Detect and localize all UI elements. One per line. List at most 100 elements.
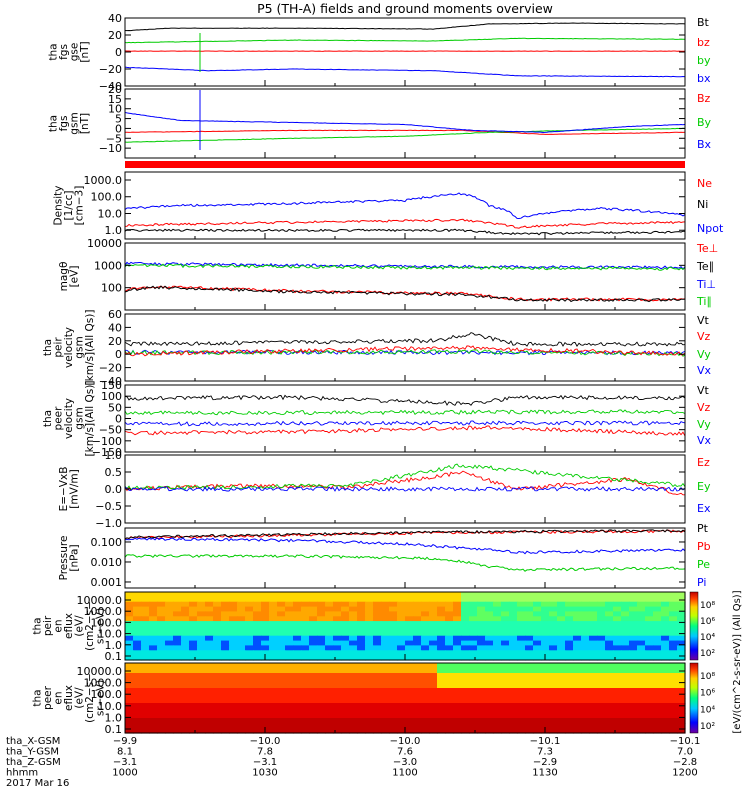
heatmap-cell: [261, 592, 270, 598]
heatmap-cell: [309, 678, 318, 684]
heatmap-cell: [429, 683, 438, 689]
y-tick-label: 0.100: [91, 536, 123, 549]
heatmap-cell: [669, 713, 678, 719]
heatmap-cell: [461, 645, 470, 651]
heatmap-cell: [485, 673, 494, 679]
heatmap-cell: [277, 601, 286, 608]
heatmap-cell: [485, 606, 494, 613]
heatmap-cell: [357, 698, 366, 704]
heatmap-cell: [669, 693, 678, 699]
heatmap-cell: [621, 630, 630, 637]
heatmap-cell: [605, 596, 614, 603]
heatmap-cell: [677, 640, 686, 647]
colorbar-tick-label: 10⁴: [700, 705, 715, 715]
heatmap-cell: [149, 663, 158, 669]
heatmap-cell: [293, 673, 302, 679]
series-line-red: [125, 425, 685, 437]
heatmap-cell: [541, 683, 550, 689]
heatmap-cell: [629, 592, 638, 598]
heatmap-cell: [453, 678, 462, 684]
heatmap-cell: [245, 592, 254, 598]
heatmap-cell: [597, 626, 606, 632]
heatmap-cell: [293, 663, 302, 669]
heatmap-cell: [501, 626, 510, 632]
y-axis-label-line: (eV/: [74, 687, 86, 709]
heatmap-cell: [533, 606, 542, 613]
heatmap-cell: [637, 655, 646, 661]
heatmap-cell: [325, 596, 334, 603]
heatmap-cell: [581, 655, 590, 661]
heatmap-cell: [645, 688, 654, 694]
heatmap-cell: [381, 606, 390, 613]
heatmap-cell: [181, 592, 190, 598]
heatmap-cell: [165, 728, 174, 734]
heatmap-cell: [677, 683, 686, 689]
heatmap-cell: [325, 723, 334, 729]
quality-flag-bar: [125, 161, 685, 168]
heatmap-cell: [261, 693, 270, 699]
heatmap-cell: [309, 708, 318, 714]
heatmap-cell: [397, 606, 406, 613]
heatmap-cell: [509, 713, 518, 719]
heatmap-cell: [525, 592, 534, 598]
heatmap-cell: [349, 616, 358, 622]
heatmap-cell: [261, 650, 270, 656]
heatmap-cell: [613, 723, 622, 729]
heatmap-cell: [205, 723, 214, 729]
heatmap-cell: [461, 621, 470, 627]
heatmap-cell: [293, 678, 302, 684]
heatmap-cell: [541, 718, 550, 724]
heatmap-cell: [141, 601, 150, 608]
series-group: [125, 192, 685, 236]
series-line-red: [125, 218, 685, 229]
heatmap-cell: [445, 723, 454, 729]
heatmap-cell: [173, 611, 182, 617]
heatmap-cell: [165, 630, 174, 637]
heatmap-cell: [357, 601, 366, 608]
heatmap-cell: [621, 596, 630, 603]
heatmap-cell: [133, 683, 142, 689]
heatmap-cell: [141, 728, 150, 734]
heatmap-cell: [381, 693, 390, 699]
heatmap-cell: [325, 645, 334, 651]
heatmap-cell: [405, 688, 414, 694]
panel-density: 1000.0100.010.01.0NeNiNpotDensity[1/cc][…: [53, 171, 724, 240]
heatmap-cell: [149, 693, 158, 699]
heatmap-cell: [157, 650, 166, 656]
heatmap-cell: [661, 678, 670, 684]
heatmap-cell: [181, 611, 190, 617]
y-axis-label-line: tha: [32, 617, 44, 634]
heatmap-cell: [589, 703, 598, 709]
heatmap-cell: [301, 693, 310, 699]
heatmap-cell: [141, 708, 150, 714]
heatmap-cell: [517, 728, 526, 734]
heatmap-cell: [277, 728, 286, 734]
heatmap-cell: [373, 693, 382, 699]
heatmap-cell: [581, 630, 590, 637]
heatmap-cell: [493, 668, 502, 674]
heatmap-cell: [573, 683, 582, 689]
heatmap-cell: [429, 626, 438, 632]
heatmap-cell: [573, 606, 582, 613]
y-tick-label: 1.0: [105, 639, 123, 652]
heatmap-cell: [133, 635, 142, 642]
heatmap-cell: [413, 601, 422, 608]
heatmap-cell: [229, 723, 238, 729]
heatmap-cell: [493, 698, 502, 704]
heatmap-cell: [309, 616, 318, 622]
heatmap-cell: [469, 668, 478, 674]
heatmap-cell: [437, 596, 446, 603]
heatmap-cell: [573, 693, 582, 699]
heatmap-cell: [333, 663, 342, 669]
heatmap-cell: [285, 626, 294, 632]
heatmap-cell: [333, 640, 342, 647]
heatmap-cell: [445, 683, 454, 689]
heatmap-cell: [517, 650, 526, 656]
heatmap-cell: [461, 635, 470, 642]
heatmap-cell: [133, 698, 142, 704]
colorbar-tick-label: 10²: [700, 649, 715, 659]
heatmap-cell: [429, 655, 438, 661]
heatmap-cell: [205, 693, 214, 699]
y-tick-label: 10000: [87, 237, 122, 250]
heatmap-cell: [157, 718, 166, 724]
